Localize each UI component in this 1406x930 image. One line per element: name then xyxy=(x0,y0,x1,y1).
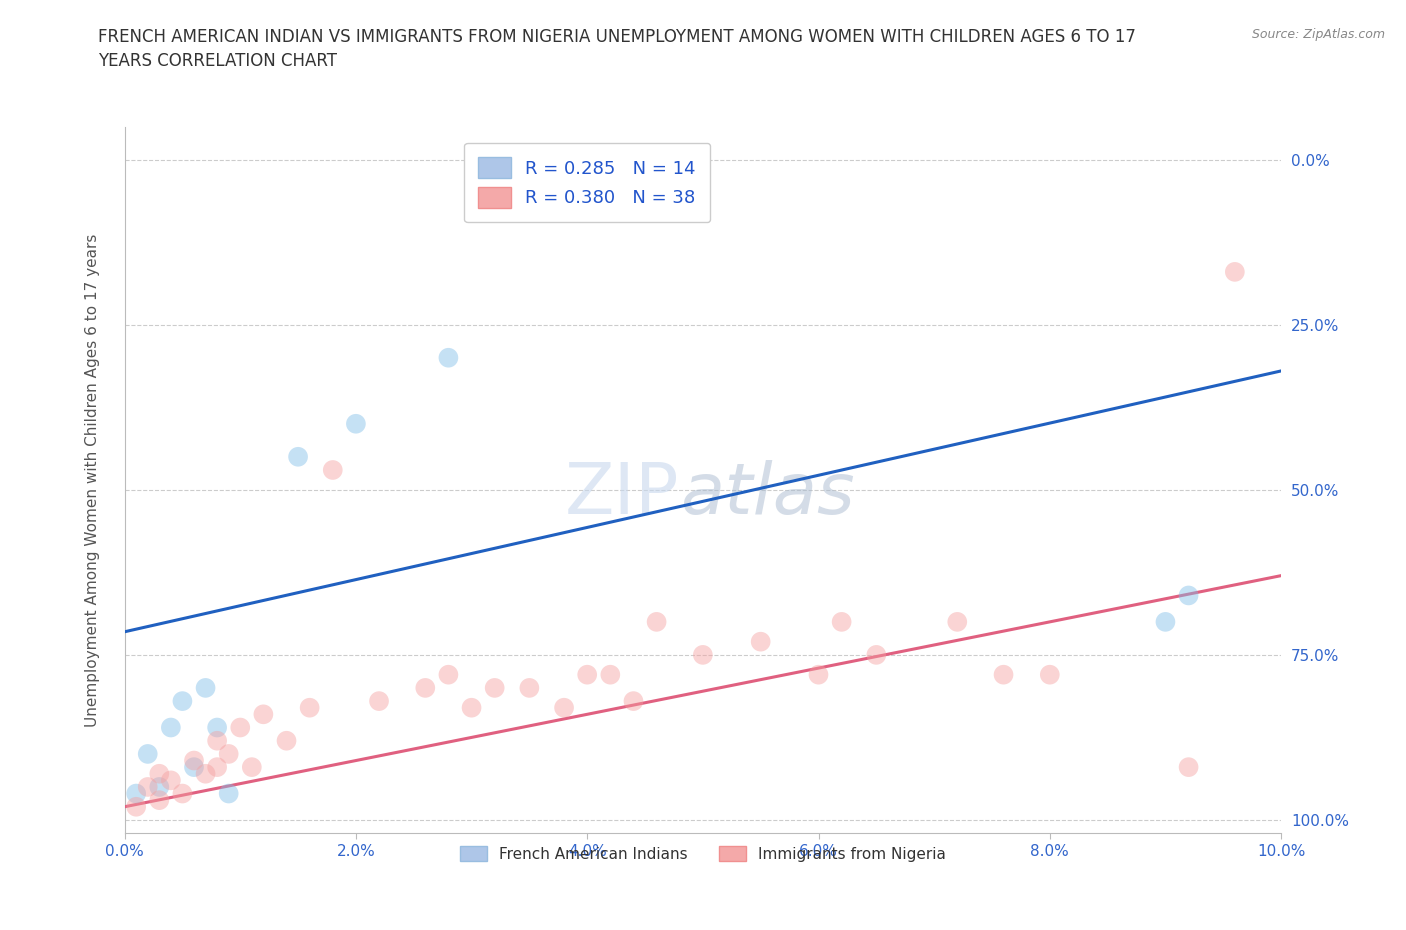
Point xyxy=(172,786,194,801)
Point xyxy=(993,667,1015,682)
Y-axis label: Unemployment Among Women with Children Ages 6 to 17 years: Unemployment Among Women with Children A… xyxy=(86,233,100,726)
Point xyxy=(946,615,969,630)
Point xyxy=(519,681,541,696)
Point xyxy=(160,720,183,735)
Point xyxy=(194,681,217,696)
Point xyxy=(623,694,645,709)
Point xyxy=(298,700,321,715)
Point xyxy=(413,681,436,696)
Point xyxy=(218,786,240,801)
Point xyxy=(183,753,205,768)
Point xyxy=(484,681,506,696)
Point xyxy=(240,760,263,775)
Point xyxy=(1039,667,1062,682)
Point xyxy=(460,700,482,715)
Point xyxy=(1154,615,1177,630)
Point xyxy=(205,720,228,735)
Point xyxy=(160,773,183,788)
Point xyxy=(276,733,298,748)
Point xyxy=(1177,588,1199,603)
Point xyxy=(229,720,252,735)
Point xyxy=(148,792,170,807)
Text: ZIP: ZIP xyxy=(565,459,679,528)
Point xyxy=(322,462,344,477)
Point xyxy=(599,667,621,682)
Point xyxy=(218,747,240,762)
Point xyxy=(125,799,148,814)
Point xyxy=(125,786,148,801)
Point xyxy=(692,647,714,662)
Point xyxy=(205,760,228,775)
Point xyxy=(576,667,599,682)
Text: atlas: atlas xyxy=(679,459,855,528)
Point xyxy=(437,667,460,682)
Point xyxy=(287,449,309,464)
Text: Source: ZipAtlas.com: Source: ZipAtlas.com xyxy=(1251,28,1385,41)
Point xyxy=(553,700,575,715)
Point xyxy=(194,766,217,781)
Point xyxy=(865,647,887,662)
Point xyxy=(749,634,772,649)
Point xyxy=(252,707,274,722)
Point xyxy=(645,615,668,630)
Point xyxy=(172,694,194,709)
Point xyxy=(136,747,159,762)
Point xyxy=(344,417,367,432)
Point xyxy=(1177,760,1199,775)
Point xyxy=(183,760,205,775)
Point xyxy=(437,351,460,365)
Legend: French American Indians, Immigrants from Nigeria: French American Indians, Immigrants from… xyxy=(454,840,952,868)
Point xyxy=(205,733,228,748)
Point xyxy=(1223,264,1246,279)
Point xyxy=(368,694,391,709)
Point xyxy=(136,779,159,794)
Point xyxy=(148,766,170,781)
Point xyxy=(807,667,830,682)
Point xyxy=(148,779,170,794)
Text: FRENCH AMERICAN INDIAN VS IMMIGRANTS FROM NIGERIA UNEMPLOYMENT AMONG WOMEN WITH : FRENCH AMERICAN INDIAN VS IMMIGRANTS FRO… xyxy=(98,28,1136,70)
Point xyxy=(831,615,853,630)
